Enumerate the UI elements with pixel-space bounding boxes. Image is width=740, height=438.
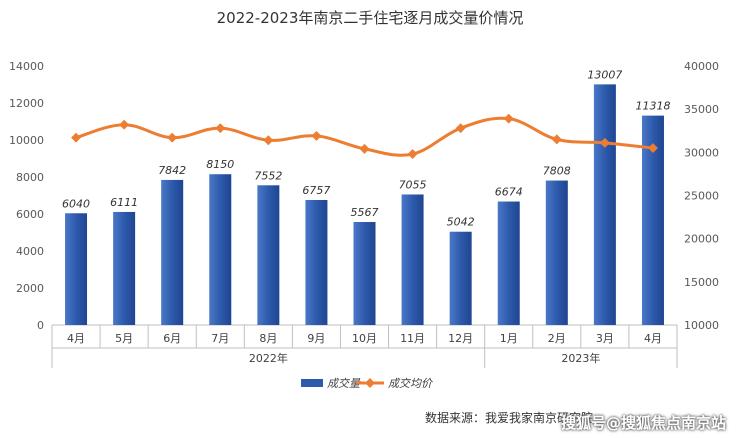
price-point-6月: [167, 132, 178, 143]
bar-1月: [497, 201, 520, 325]
x-tick-label: 11月: [400, 332, 425, 345]
price-point-7月: [215, 123, 226, 134]
legend-label-price: 成交均价: [388, 377, 433, 390]
x-tick-label: 10月: [352, 332, 377, 345]
x-tick-label: 5月: [115, 332, 133, 345]
x-group-label: 2022年: [249, 351, 288, 365]
x-tick-label: 1月: [500, 332, 518, 345]
y-left-tick-label: 6000: [16, 208, 44, 221]
price-point-3月: [599, 137, 610, 148]
price-point-2月: [551, 134, 562, 145]
bar-8月: [257, 185, 280, 325]
bar-series-group: [65, 84, 664, 325]
bar-value-label: 7808: [543, 165, 571, 178]
line-series-group: [71, 113, 658, 160]
y-left-tick-label: 10000: [9, 134, 44, 147]
bar-value-label: 11318: [635, 100, 670, 113]
bar-value-label: 7842: [158, 164, 186, 177]
y-right-tick-label: 30000: [684, 146, 719, 159]
bar-value-label: 8150: [206, 158, 234, 171]
x-tick-label: 8月: [259, 332, 277, 345]
x-tick-label: 4月: [644, 332, 662, 345]
y-right-tick-label: 10000: [684, 319, 719, 332]
y-left-tick-label: 2000: [16, 282, 44, 295]
x-tick-label: 2月: [548, 332, 566, 345]
bar-2月: [545, 180, 568, 325]
y-right-tick-label: 20000: [684, 233, 719, 246]
price-point-4月: [648, 143, 658, 153]
y-left-tick-label: 4000: [16, 245, 44, 258]
y-right-tick-label: 25000: [684, 190, 719, 203]
price-point-10月: [359, 143, 370, 154]
x-tick-label: 3月: [596, 332, 614, 345]
bar-value-label: 7055: [399, 178, 427, 191]
watermark: 搜狐号@搜狐焦点南京站: [560, 414, 726, 432]
bar-4月: [641, 115, 664, 325]
bar-label-group: 6040 6111 7842 8150 7552 6757 5567 7055 5042 6674…: [62, 68, 670, 228]
y-right-tick-label: 35000: [684, 103, 719, 116]
bar-value-label: 6674: [495, 186, 523, 199]
y-right-tick-label: 15000: [684, 276, 719, 289]
axes-group: 0 2000 4000 6000 8000 10000 12000 14000 10000 150…: [9, 60, 719, 368]
price-point-5月: [119, 119, 130, 130]
x-tick-label: 6月: [163, 332, 181, 345]
x-tick-label: 7月: [211, 332, 229, 345]
price-point-9月: [311, 130, 322, 141]
bar-value-label: 5042: [447, 216, 475, 229]
bar-value-label: 5567: [351, 206, 379, 219]
price-point-1月: [503, 113, 514, 124]
y-left-tick-label: 0: [37, 319, 44, 332]
bar-12月: [449, 231, 472, 325]
y-left-tick-label: 8000: [16, 171, 44, 184]
y-right-tick-label: 40000: [684, 60, 719, 73]
bar-value-label: 6111: [110, 196, 138, 209]
price-point-8月: [263, 135, 274, 146]
bar-3月: [593, 84, 616, 325]
bar-9月: [305, 199, 328, 325]
data-source-note: 数据来源：我爱我家南京研究院: [425, 411, 594, 425]
bar-5月: [113, 211, 136, 325]
legend-marker-price: [365, 378, 375, 388]
x-tick-label: 4月: [67, 332, 85, 345]
chart-title: 2022-2023年南京二手住宅逐月成交量价情况: [216, 9, 524, 27]
x-tick-label: 9月: [307, 332, 325, 345]
price-point-12月: [455, 123, 466, 134]
bar-value-label: 13007: [587, 68, 622, 81]
bar-value-label: 6040: [62, 197, 90, 210]
legend-label-volume: 成交量: [327, 377, 361, 390]
bar-11月: [401, 194, 424, 325]
bar-10月: [353, 222, 376, 325]
x-tick-label: 12月: [448, 332, 473, 345]
bar-6月: [161, 179, 184, 325]
x-group-label: 2023年: [561, 351, 600, 365]
legend-group: 成交量 成交均价: [301, 377, 433, 390]
bar-value-label: 7552: [254, 169, 282, 182]
bar-7月: [209, 174, 232, 325]
legend-swatch-volume: [301, 379, 323, 387]
price-point-11月: [407, 149, 418, 160]
y-left-tick-label: 12000: [9, 97, 44, 110]
price-point-4月: [71, 132, 81, 143]
bar-4月: [65, 213, 88, 325]
bar-value-label: 6757: [302, 184, 330, 197]
y-left-tick-label: 14000: [9, 60, 44, 73]
